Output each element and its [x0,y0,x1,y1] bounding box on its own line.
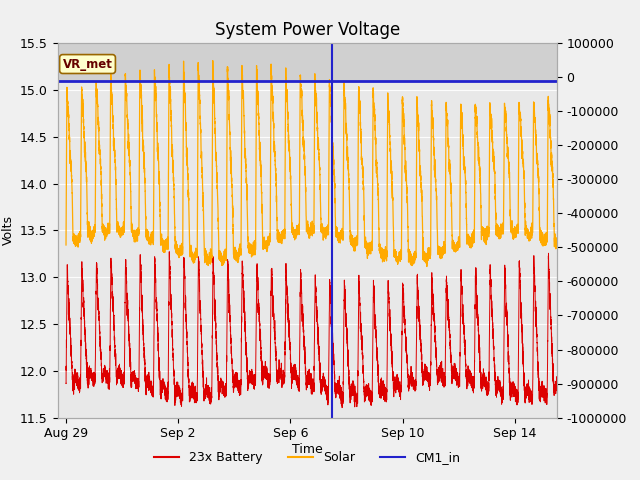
Y-axis label: Volts: Volts [1,216,15,245]
Legend: 23x Battery, Solar, CM1_in: 23x Battery, Solar, CM1_in [150,446,465,469]
Title: System Power Voltage: System Power Voltage [214,21,400,39]
X-axis label: Time: Time [292,443,323,456]
Bar [58,38,557,81]
Text: VR_met: VR_met [63,58,113,71]
